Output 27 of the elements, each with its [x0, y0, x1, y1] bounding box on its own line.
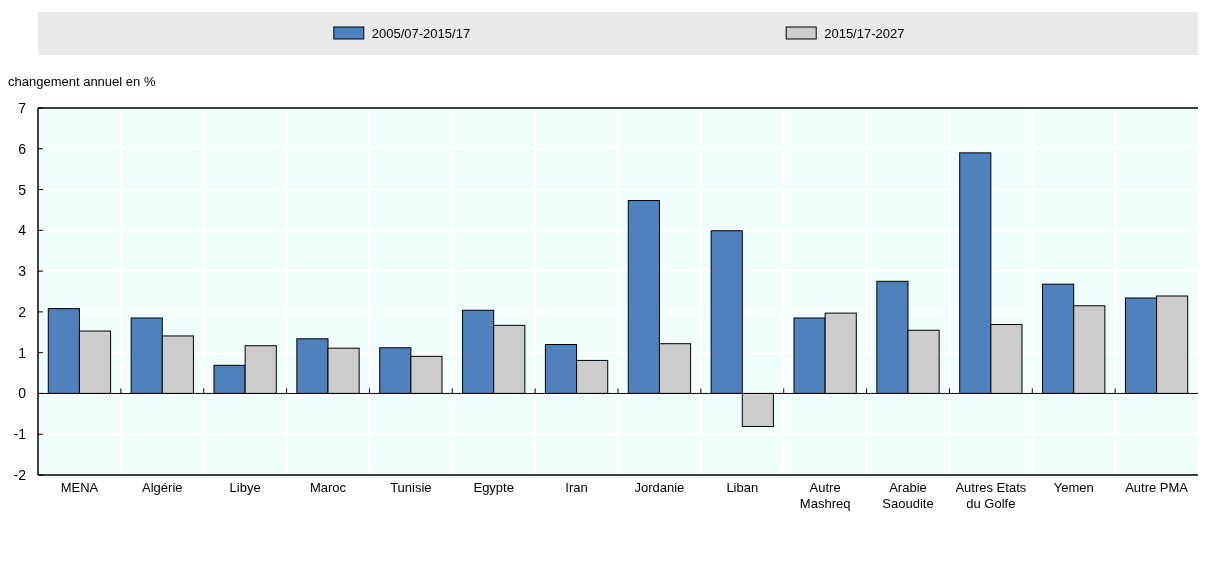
y-tick-label: -2 [13, 467, 27, 483]
y-tick-label: 4 [18, 222, 27, 239]
x-tick-label: Tunisie [390, 480, 432, 495]
x-tick-label: Autre Mashreq [799, 480, 851, 511]
y-tick-label: 5 [18, 181, 27, 198]
x-tick-label: Arabie Saoudite [882, 480, 934, 511]
y-tick-label: 2 [18, 303, 27, 320]
legend-label: 2005/07-2015/17 [371, 26, 471, 41]
x-tick-label: Algérie [142, 480, 183, 495]
y-tick-label: 0 [18, 385, 27, 402]
x-tick-label: Yemen [1053, 480, 1094, 495]
y-tick-label: 3 [18, 263, 27, 280]
legend-label: 2015/17-2027 [824, 26, 905, 41]
y-axis-title: changement annuel en % [8, 74, 156, 89]
x-tick-label: MENA [60, 480, 99, 495]
x-tick-label: Libye [229, 480, 261, 495]
y-tick-label: 7 [18, 100, 27, 116]
x-tick-label: Egypte [473, 480, 514, 495]
x-tick-label: Autre PMA [1125, 480, 1189, 495]
y-tick-label: -1 [13, 426, 27, 443]
x-tick-label: Iran [565, 480, 588, 495]
y-tick-label: 6 [18, 140, 27, 157]
y-tick-label: 1 [18, 344, 27, 361]
x-tick-label: Jordanie [634, 480, 685, 495]
x-tick-label: Maroc [309, 480, 347, 495]
x-tick-label: Liban [726, 480, 759, 495]
x-tick-label: Autres Etats du Golfe [955, 480, 1027, 511]
